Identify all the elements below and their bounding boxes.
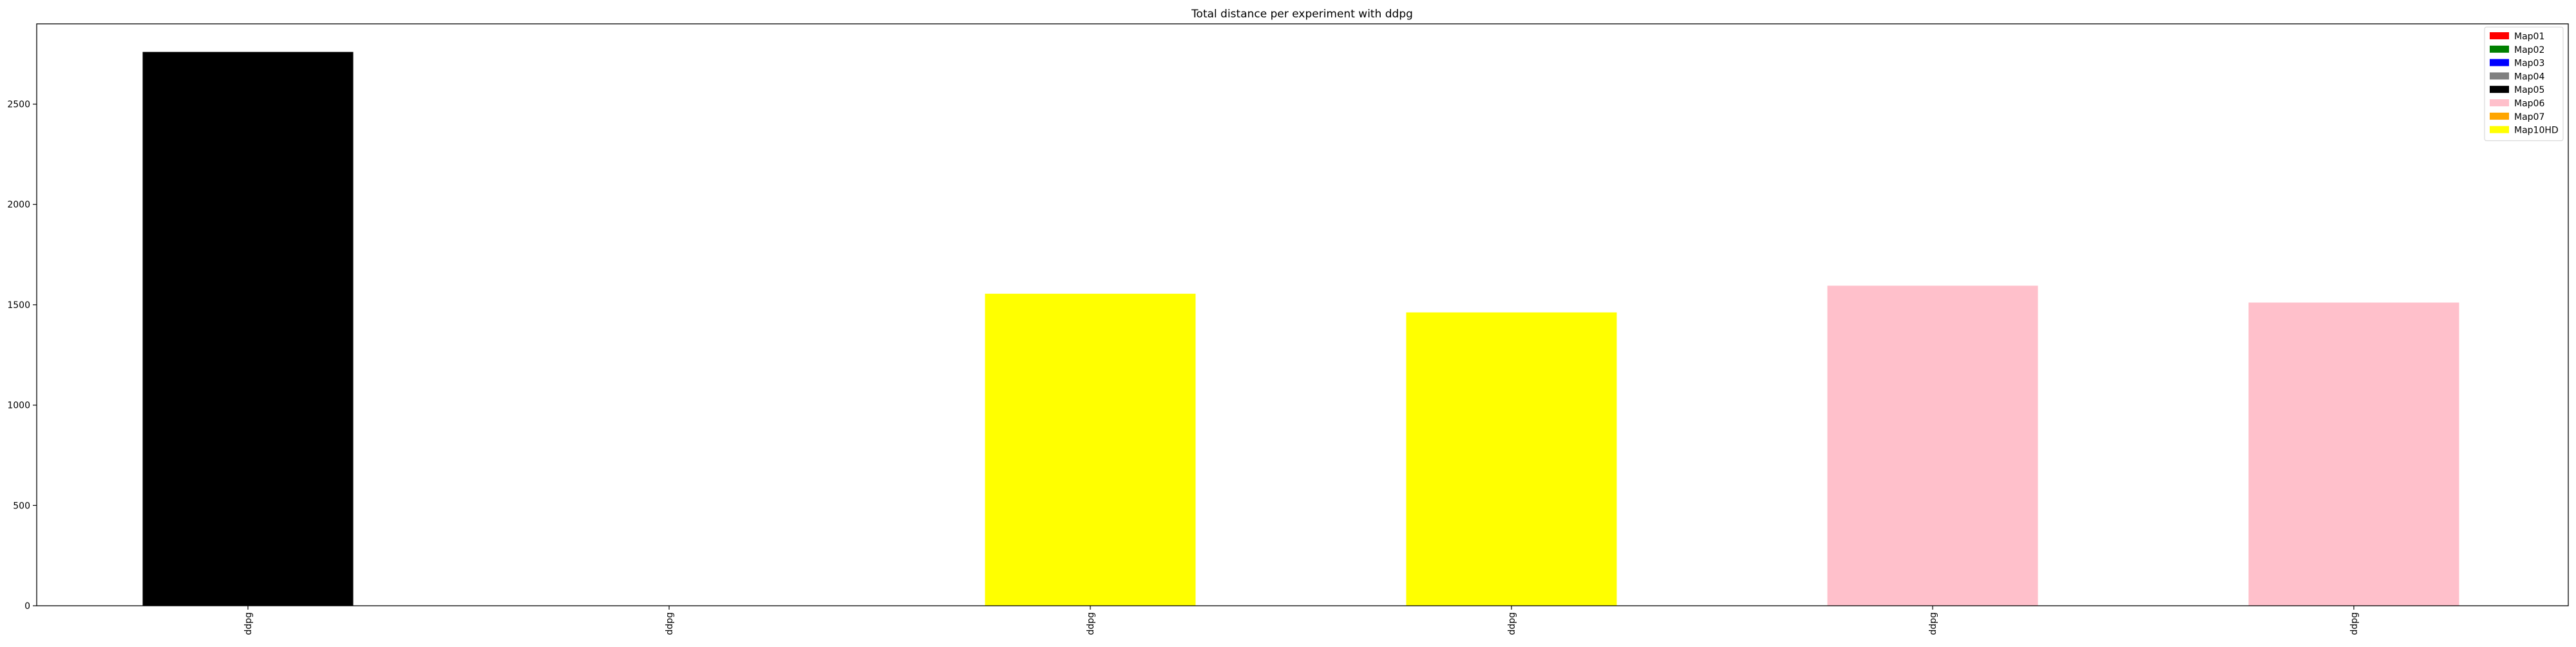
legend-box — [2484, 26, 2564, 141]
x-tick-label-2: ddpg — [1086, 612, 1096, 635]
y-tick-label-3: 1500 — [7, 300, 30, 311]
legend-label-map03: Map03 — [2514, 59, 2544, 69]
x-tick-label-5: ddpg — [2349, 612, 2360, 635]
legend-swatch-map05 — [2490, 86, 2509, 93]
legend: Map01 Map02 Map03 Map04 Map05 Map06 Map07 Map10… — [2484, 26, 2564, 141]
legend-swatch-map06 — [2490, 99, 2509, 106]
bar-3 — [1406, 312, 1617, 606]
legend-swatch-map03 — [2490, 59, 2509, 66]
bar-4 — [1827, 285, 2038, 606]
chart-title: Total distance per experiment with ddpg — [1191, 8, 1413, 21]
legend-swatch-map01 — [2490, 32, 2509, 39]
y-tick-label-0: 0 — [24, 601, 30, 612]
x-tick-label-3: ddpg — [1507, 612, 1517, 635]
bars-layer — [142, 52, 2459, 606]
x-tick-label-4: ddpg — [1928, 612, 1938, 635]
x-axis: ddpg ddpg ddpg ddpg ddpg ddpg — [243, 606, 2360, 635]
legend-label-map04: Map04 — [2514, 72, 2544, 82]
y-tick-label-1: 500 — [13, 501, 30, 511]
legend-label-map02: Map02 — [2514, 45, 2544, 55]
x-tick-label-0: ddpg — [243, 612, 254, 635]
y-axis: 0 500 1000 1500 2000 2500 — [7, 100, 37, 612]
legend-swatch-map04 — [2490, 72, 2509, 80]
bar-0 — [142, 52, 354, 606]
legend-label-map05: Map05 — [2514, 85, 2544, 95]
legend-label-map06: Map06 — [2514, 99, 2544, 109]
legend-swatch-map07 — [2490, 112, 2509, 120]
x-tick-label-1: ddpg — [665, 612, 675, 635]
y-tick-label-5: 2500 — [7, 100, 30, 110]
legend-label-map01: Map01 — [2514, 32, 2544, 42]
legend-label-map10hd: Map10HD — [2514, 126, 2559, 136]
legend-label-map07: Map07 — [2514, 112, 2544, 122]
bar-5 — [2248, 302, 2459, 606]
legend-swatch-map10hd — [2490, 126, 2509, 133]
y-tick-label-2: 1000 — [7, 401, 30, 411]
legend-swatch-map02 — [2490, 45, 2509, 53]
y-tick-label-4: 2000 — [7, 200, 30, 210]
plot-frame — [36, 23, 2569, 606]
bar-2 — [985, 293, 1196, 606]
